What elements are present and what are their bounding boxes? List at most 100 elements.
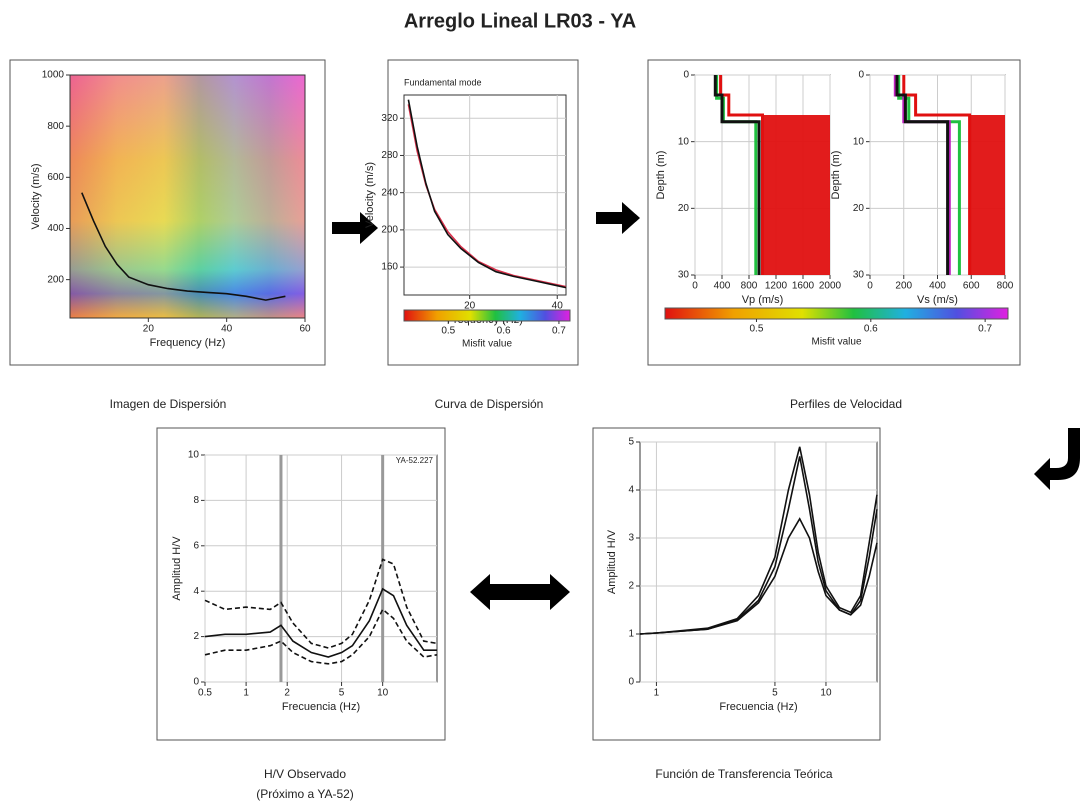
velocity-profile xyxy=(893,75,951,275)
x-tick-label: 60 xyxy=(299,324,311,335)
arrow-right xyxy=(332,212,378,244)
x-tick-label: 400 xyxy=(929,281,946,292)
caption: Curva de Dispersión xyxy=(435,397,544,411)
figure-title: Arreglo Lineal LR03 - YA xyxy=(404,10,636,32)
arrow-right xyxy=(596,202,640,234)
chart-title: Fundamental mode xyxy=(404,77,482,87)
annotation: YA-52.227 xyxy=(396,456,434,465)
y-axis-label: Amplitud H/V xyxy=(171,536,183,601)
y-tick-label: 30 xyxy=(678,270,690,281)
y-tick-label: 320 xyxy=(381,113,398,124)
data-line xyxy=(639,517,878,635)
dispersion-image-overlay xyxy=(70,75,305,318)
panel-frame xyxy=(9,59,326,366)
y-tick-label: 1 xyxy=(628,629,634,640)
x-tick-label: 600 xyxy=(963,281,980,292)
profile-fill xyxy=(969,115,1005,275)
x-axis-label: Frecuencia (Hz) xyxy=(719,701,797,713)
colorbar-label: Misfit value xyxy=(811,337,861,348)
y-tick-label: 280 xyxy=(381,150,398,161)
x-axis-label: Frequency (Hz) xyxy=(150,337,226,349)
x-tick-label: 10 xyxy=(820,688,832,699)
colorbar-tick-label: 0.7 xyxy=(552,326,566,337)
data-line xyxy=(407,99,567,289)
velocity-profile xyxy=(902,75,972,275)
x-tick-label: 800 xyxy=(997,281,1014,292)
profile-fill xyxy=(762,115,830,275)
plot-area xyxy=(204,454,438,683)
x-tick-label: 1 xyxy=(243,688,249,699)
caption: Perfiles de Velocidad xyxy=(790,397,902,411)
colorbar xyxy=(664,307,1009,320)
y-tick-label: 2 xyxy=(193,631,199,642)
colorbar xyxy=(403,309,571,322)
x-tick-label: 0 xyxy=(867,281,873,292)
panel-frame xyxy=(156,427,446,741)
caption: Función de Transferencia Teórica xyxy=(655,767,833,781)
y-tick-label: 1000 xyxy=(42,70,65,81)
panel-frame xyxy=(592,427,881,741)
x-tick-label: 5 xyxy=(339,688,345,699)
x-axis-label: Vp (m/s) xyxy=(742,294,784,306)
panel-frame xyxy=(647,59,1021,366)
colorbar-tick-label: 0.5 xyxy=(750,324,764,335)
y-axis-label: Velocity (m/s) xyxy=(364,162,376,228)
y-tick-label: 3 xyxy=(628,533,634,544)
colorbar-tick-label: 0.6 xyxy=(497,326,511,337)
y-tick-label: 4 xyxy=(193,586,199,597)
y-axis-label: Velocity (m/s) xyxy=(30,163,42,229)
y-tick-label: 2 xyxy=(628,581,634,592)
data-line xyxy=(204,608,438,665)
colorbar-tick-label: 0.5 xyxy=(441,326,455,337)
data-line xyxy=(639,446,878,635)
data-line xyxy=(204,558,438,649)
x-axis-label: Frecuencia (Hz) xyxy=(282,701,360,713)
velocity-profile xyxy=(713,75,761,275)
y-tick-label: 0 xyxy=(683,70,689,81)
y-tick-label: 20 xyxy=(678,203,690,214)
colorbar-label: Misfit value xyxy=(462,339,512,350)
y-tick-label: 160 xyxy=(381,262,398,273)
caption: H/V Observado xyxy=(264,767,346,781)
arrow-curved xyxy=(1034,428,1080,490)
x-tick-label: 0.5 xyxy=(198,688,212,699)
colorbar-tick-label: 0.7 xyxy=(978,324,992,335)
y-tick-label: 6 xyxy=(193,540,199,551)
x-tick-label: 1600 xyxy=(792,281,815,292)
panel-frame xyxy=(387,59,579,366)
y-tick-label: 0 xyxy=(858,70,864,81)
y-axis-label: Depth (m) xyxy=(830,151,842,200)
x-tick-label: 200 xyxy=(895,281,912,292)
y-axis-label: Amplitud H/V xyxy=(606,529,618,594)
y-tick-label: 240 xyxy=(381,187,398,198)
x-tick-label: 40 xyxy=(552,301,564,312)
y-tick-label: 20 xyxy=(853,203,865,214)
caption: (Próximo a YA-52) xyxy=(256,787,354,801)
y-tick-label: 800 xyxy=(47,121,64,132)
x-tick-label: 10 xyxy=(377,688,389,699)
x-tick-label: 5 xyxy=(772,688,778,699)
x-tick-label: 20 xyxy=(143,324,155,335)
y-tick-label: 0 xyxy=(628,677,634,688)
x-tick-label: 800 xyxy=(741,281,758,292)
caption: Imagen de Dispersión xyxy=(110,397,227,411)
y-tick-label: 8 xyxy=(193,495,199,506)
data-line xyxy=(81,192,286,301)
y-tick-label: 400 xyxy=(47,223,64,234)
y-tick-label: 10 xyxy=(853,136,865,147)
y-tick-label: 10 xyxy=(188,450,200,461)
x-tick-label: 40 xyxy=(221,324,233,335)
x-tick-label: 20 xyxy=(464,301,476,312)
x-tick-label: 400 xyxy=(714,281,731,292)
y-tick-label: 200 xyxy=(47,274,64,285)
y-tick-label: 200 xyxy=(381,225,398,236)
y-axis-label: Depth (m) xyxy=(655,151,667,200)
x-tick-label: 1200 xyxy=(765,281,788,292)
x-axis-label: Vs (m/s) xyxy=(917,294,958,306)
y-tick-label: 5 xyxy=(628,437,634,448)
y-tick-label: 10 xyxy=(678,136,690,147)
y-tick-label: 600 xyxy=(47,172,64,183)
y-tick-label: 0 xyxy=(193,677,199,688)
y-tick-label: 4 xyxy=(628,485,634,496)
